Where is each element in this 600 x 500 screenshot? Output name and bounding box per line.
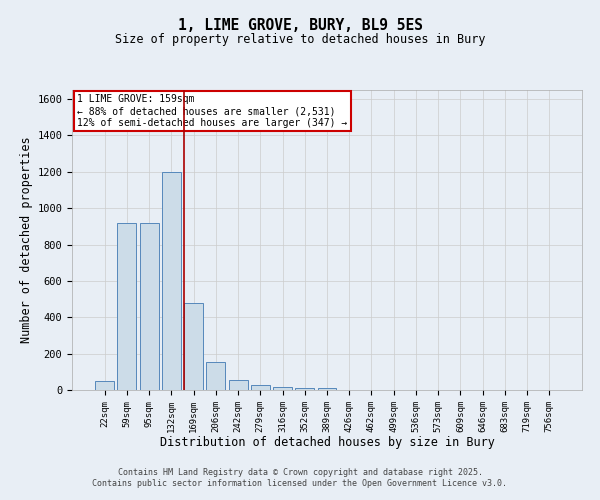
Text: 1 LIME GROVE: 159sqm
← 88% of detached houses are smaller (2,531)
12% of semi-de: 1 LIME GROVE: 159sqm ← 88% of detached h… [77,94,347,128]
Bar [184,302,203,390]
Y-axis label: Number of detached properties: Number of detached properties [20,136,33,344]
Text: Size of property relative to detached houses in Bury: Size of property relative to detached ho… [115,32,485,46]
Bar [140,222,158,390]
Bar [206,362,225,390]
Bar [229,380,248,390]
X-axis label: Distribution of detached houses by size in Bury: Distribution of detached houses by size … [160,436,494,449]
Bar [251,384,270,390]
Bar [273,388,292,390]
Text: 1, LIME GROVE, BURY, BL9 5ES: 1, LIME GROVE, BURY, BL9 5ES [178,18,422,32]
Bar [162,172,181,390]
Bar [118,222,136,390]
Bar [317,388,337,390]
Bar [295,388,314,390]
Bar [95,381,114,390]
Text: Contains HM Land Registry data © Crown copyright and database right 2025.
Contai: Contains HM Land Registry data © Crown c… [92,468,508,487]
